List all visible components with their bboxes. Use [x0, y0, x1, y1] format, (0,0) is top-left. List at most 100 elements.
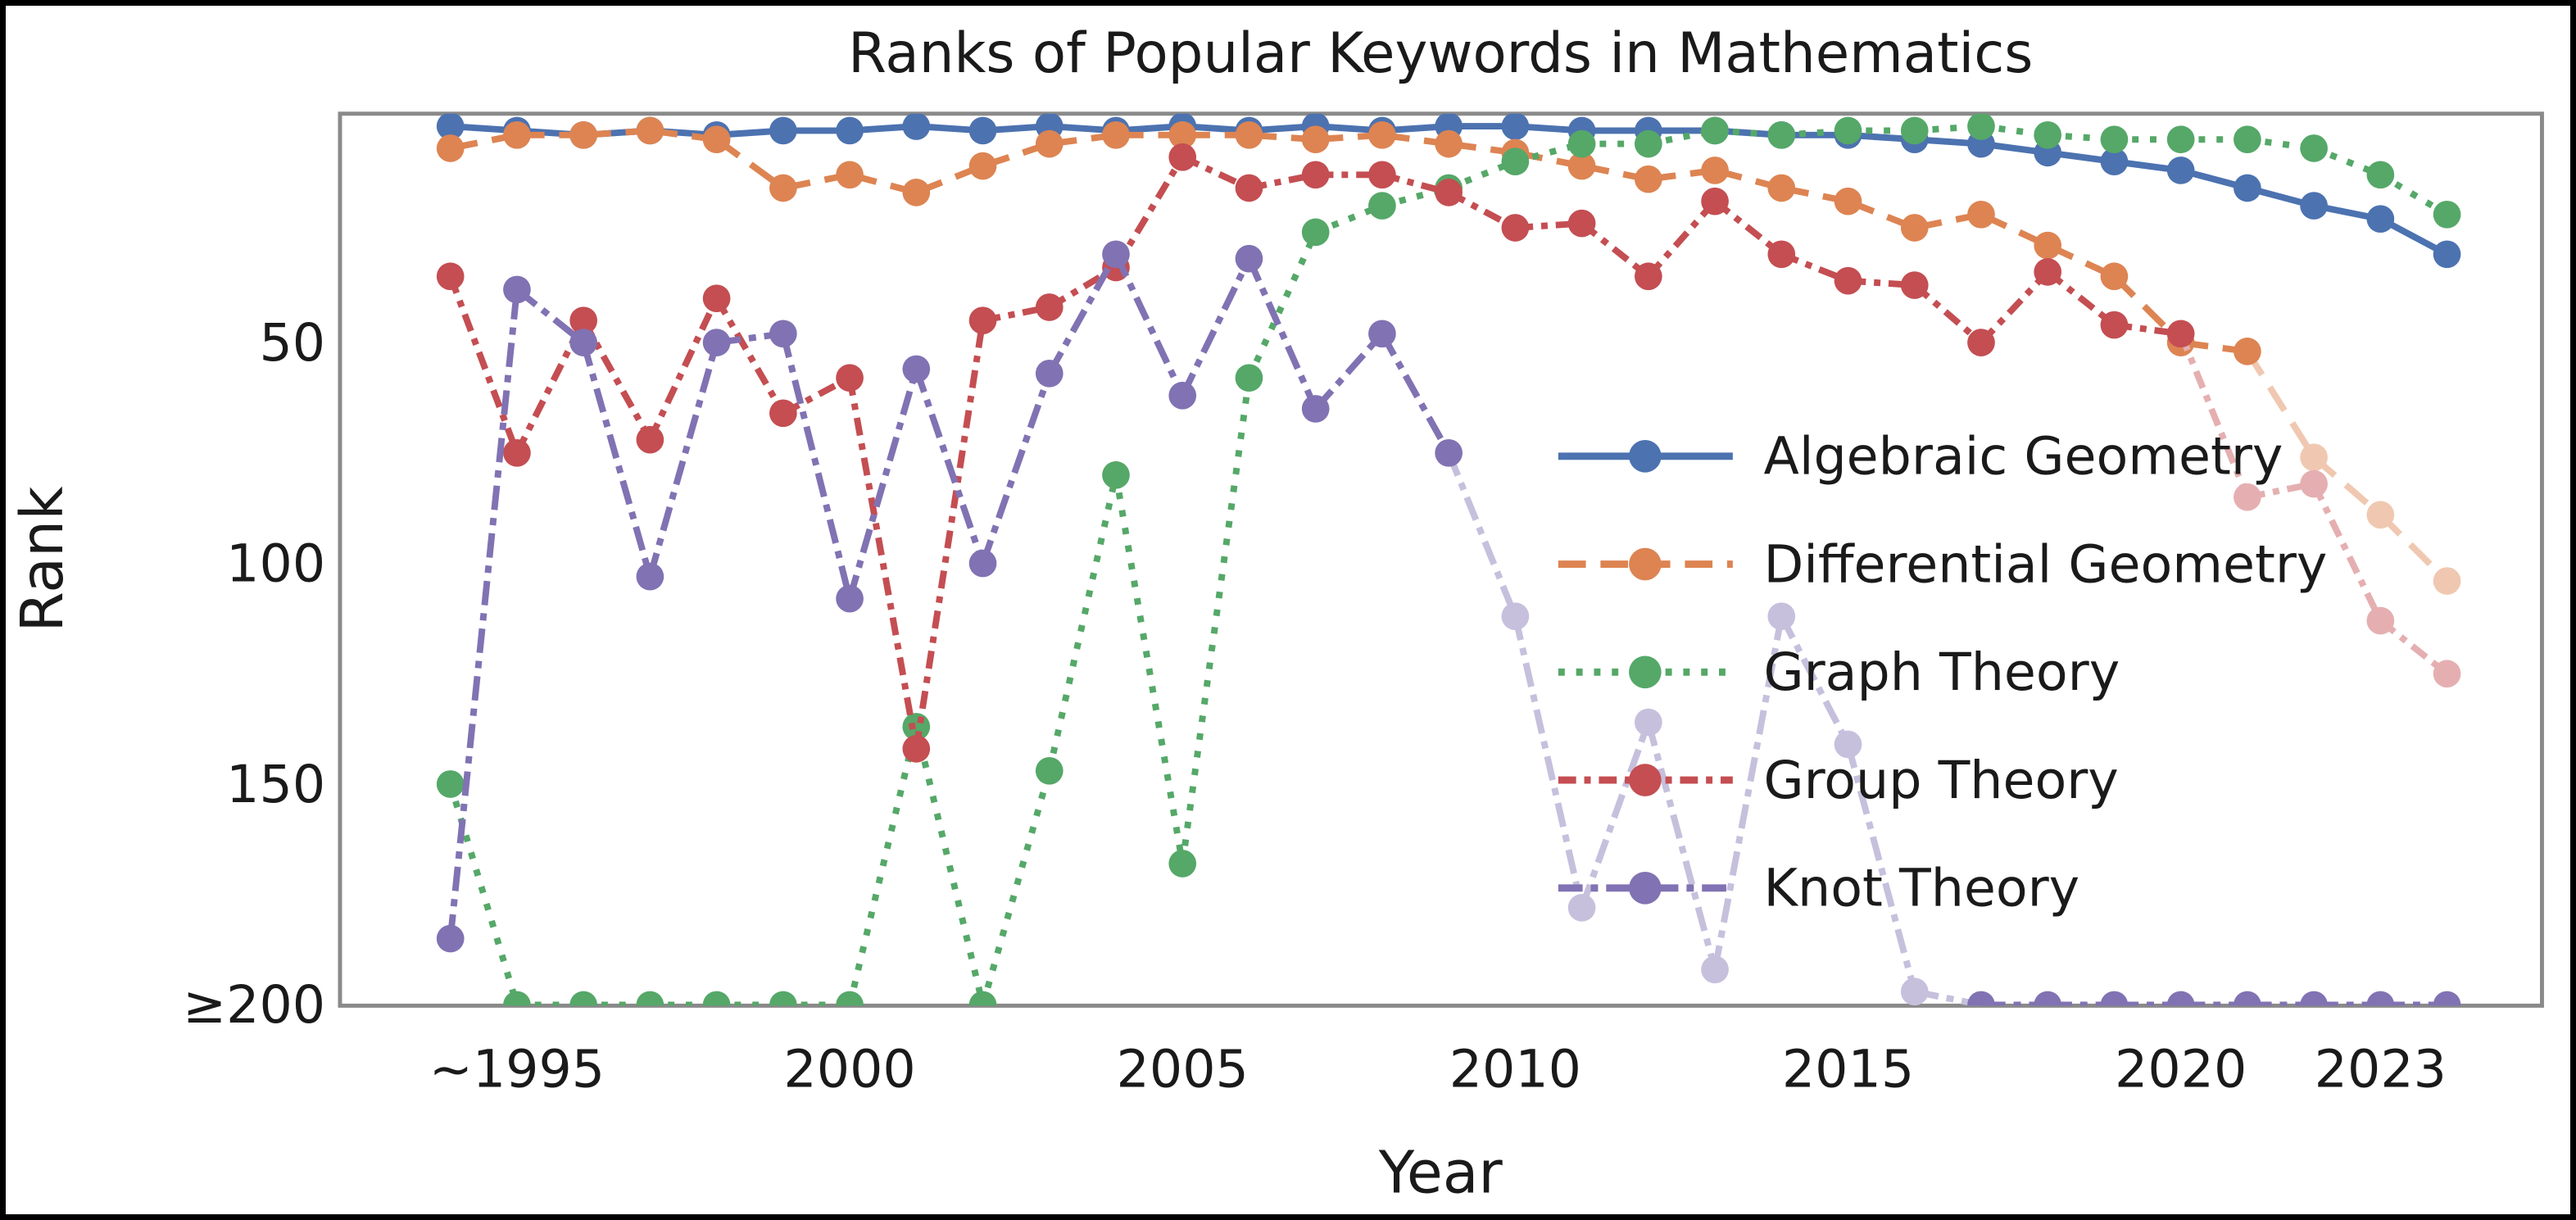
x-tick-label: 2020 [2115, 1038, 2247, 1099]
line-segment [1844, 743, 1918, 993]
line-segment [2378, 512, 2450, 583]
data-point [2100, 262, 2129, 291]
data-point [1501, 214, 1530, 242]
line-segment [1912, 283, 1984, 346]
data-point [1301, 125, 1330, 154]
y-tick-label: 100 [226, 533, 325, 593]
data-point [769, 116, 797, 145]
data-point [1102, 460, 1130, 489]
y-tick-label: 50 [259, 312, 325, 373]
data-point [968, 116, 997, 145]
data-point [968, 549, 997, 578]
line-segment [780, 333, 853, 600]
chart-title: Ranks of Popular Keywords in Mathematics [848, 20, 2033, 85]
legend-label: Differential Geometry [1763, 533, 2327, 594]
data-point [436, 924, 465, 953]
data-point [1035, 359, 1064, 388]
data-point [1235, 120, 1263, 149]
data-point [2034, 258, 2062, 286]
data-point [503, 438, 531, 467]
data-point [2366, 501, 2395, 529]
line-segment [1313, 331, 1385, 411]
x-axis-label: Year [1378, 1138, 1503, 1206]
data-point [902, 179, 931, 206]
data-point [569, 991, 597, 1006]
data-point [702, 284, 731, 313]
data-point [1501, 113, 1530, 140]
data-point [1102, 240, 1130, 269]
data-point [569, 306, 598, 334]
data-point [2234, 483, 2261, 511]
line-segment [2045, 269, 2116, 328]
line-segment [646, 342, 720, 578]
data-point [636, 116, 664, 145]
data-point [1567, 209, 1596, 238]
data-point [2034, 120, 2062, 149]
data-point [1567, 152, 1596, 180]
line-segment [1113, 474, 1186, 864]
line-segment [580, 342, 654, 578]
data-point [2366, 205, 2395, 234]
line-segment [913, 320, 986, 750]
data-point [1168, 850, 1197, 878]
data-point [702, 125, 731, 154]
data-point [1967, 991, 1995, 1006]
data-point [1834, 116, 1862, 145]
data-point [2433, 991, 2461, 1006]
line-segment [979, 769, 1053, 1006]
data-point [1634, 129, 1662, 158]
line-segment [447, 274, 520, 455]
data-point [1501, 602, 1530, 631]
data-point [2300, 192, 2328, 220]
line-segment [646, 297, 720, 442]
data-point [1701, 116, 1729, 145]
data-point [1767, 240, 1796, 269]
data-point [1767, 120, 1796, 149]
data-point [1168, 381, 1197, 410]
data-point [1900, 271, 1929, 299]
data-point [636, 562, 664, 591]
legend-item-knot-theory: Knot Theory [1558, 858, 2079, 918]
line-segment [1113, 155, 1186, 270]
data-point [902, 735, 931, 763]
data-point [1102, 120, 1130, 149]
data-point [902, 355, 931, 383]
line-segment [1578, 721, 1652, 909]
data-point [2300, 443, 2328, 472]
x-tick-label: ~1995 [429, 1038, 605, 1099]
data-point [1634, 262, 1662, 291]
data-point [1967, 113, 1995, 140]
data-point [1967, 329, 1995, 356]
line-segment [913, 368, 986, 565]
data-point [2433, 200, 2461, 229]
y-tick-label: 150 [226, 754, 325, 814]
data-point [2100, 125, 2129, 154]
data-point [2300, 134, 2328, 162]
data-point [1368, 120, 1396, 149]
data-point [1567, 129, 1596, 158]
legend-item-algebraic-geometry: Algebraic Geometry [1558, 426, 2283, 487]
line-segment [846, 368, 920, 600]
data-point [436, 770, 465, 798]
data-point [902, 113, 931, 140]
line-segment [2177, 332, 2251, 499]
data-point [836, 991, 864, 1006]
legend-marker [1629, 764, 1662, 796]
series-differential-geometry [436, 116, 2461, 595]
data-point [503, 991, 531, 1006]
line-segment [2378, 618, 2450, 677]
data-point [1301, 218, 1330, 247]
line-segment [2244, 349, 2317, 460]
data-point [2234, 338, 2261, 365]
data-point [1168, 143, 1197, 171]
data-point [836, 584, 864, 613]
data-point [2234, 991, 2261, 1006]
data-point [1035, 293, 1064, 321]
data-point [1435, 438, 1463, 467]
data-point [636, 991, 664, 1006]
data-point [2433, 660, 2461, 688]
x-tick-label: 2023 [2315, 1038, 2447, 1099]
data-point [1900, 977, 1929, 1006]
data-point [2433, 240, 2461, 269]
